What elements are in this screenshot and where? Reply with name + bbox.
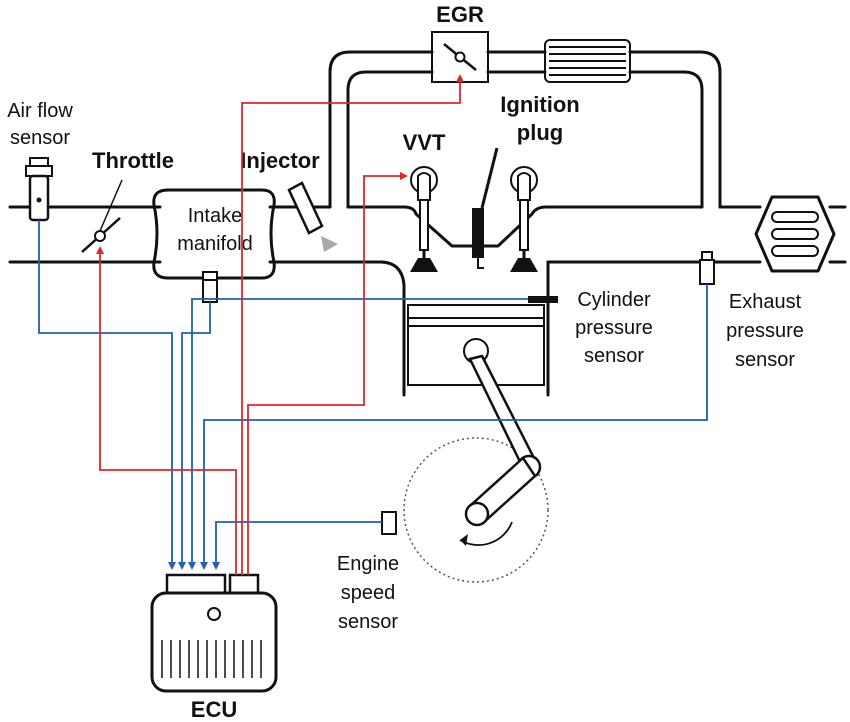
egr-loop-pipe [328,50,722,209]
throttle-valve [81,179,123,253]
engine-speed-label-line3: sensor [338,611,398,633]
injector-label: Injector [240,148,320,173]
engine-speed-signal-wire [212,521,382,570]
exhaust-silencer [754,195,836,273]
intake-label-line2: manifold [177,233,253,255]
cylinder-label-line2: pressure [575,317,653,339]
actuator-signal-wires [96,74,464,575]
exhaust-label-line3: sensor [735,349,795,371]
air-flow-signal-wire [38,220,176,570]
ignition-label-line2: plug [517,120,563,145]
cylinder-pressure-sensor [528,296,558,303]
engine-speed-label-line2: speed [341,582,396,604]
ignition-plug [472,147,499,269]
exhaust-label-line2: pressure [726,320,804,342]
exhaust-pressure-signal-wire [200,284,708,570]
air-flow-label-line1: Air flow [7,100,73,122]
injector [287,181,338,252]
piston [407,304,545,386]
air-flow-label-line2: sensor [10,127,70,149]
injector-control-wire [241,74,464,575]
egr-label: EGR [436,2,484,27]
egr-valve [431,31,489,83]
map-signal-wire [178,302,211,570]
air-flow-sensor [25,157,53,222]
throttle-control-wire [96,246,237,575]
rotation-arrow-icon [459,521,513,546]
ecu-unit [150,573,278,693]
exhaust-label-line1: Exhaust [729,291,802,313]
intake-label-line1: Intake [188,205,242,227]
map-sensor [202,271,218,303]
intake-manifold [152,188,276,280]
egr-cooler [544,39,631,83]
cylinder-pressure-signal-wire [188,298,528,570]
cylinder-label-line3: sensor [584,345,644,367]
engine-speed-label-line1: Engine [337,553,399,575]
exhaust-pressure-sensor [699,251,715,285]
engine-speed-sensor [381,511,397,535]
cylinder-label-line1: Cylinder [577,289,651,311]
exhaust-valve [510,166,538,272]
intake-valve [410,166,438,272]
connecting-rod [464,354,542,527]
sensor-signal-wires [38,220,708,570]
vvt-label: VVT [403,130,446,155]
vvt-control-wire [247,172,408,575]
throttle-label: Throttle [92,148,174,173]
ecu-label: ECU [191,697,237,722]
crankshaft-path [403,437,549,583]
ignition-label-line1: Ignition [500,92,579,117]
